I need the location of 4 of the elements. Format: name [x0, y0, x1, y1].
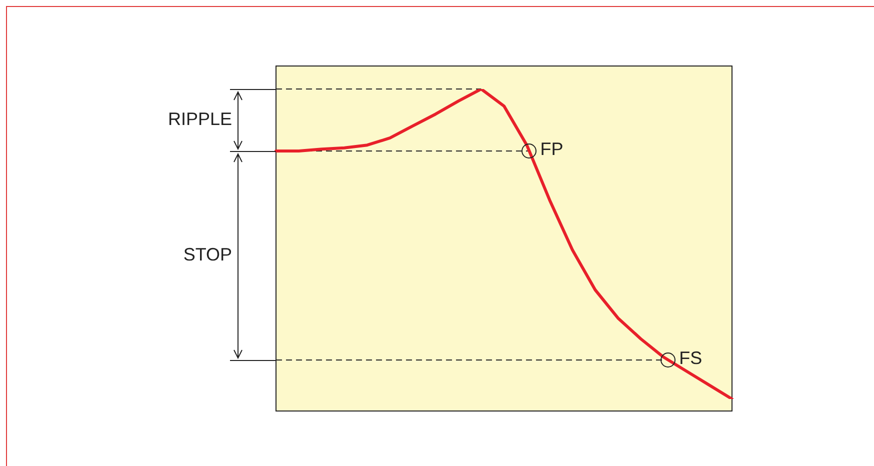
text: STOP — [183, 244, 232, 264]
ref-line-label: FP — [540, 138, 564, 159]
ref-line-label: FS — [679, 348, 702, 368]
text: RIPPLE — [168, 108, 232, 129]
